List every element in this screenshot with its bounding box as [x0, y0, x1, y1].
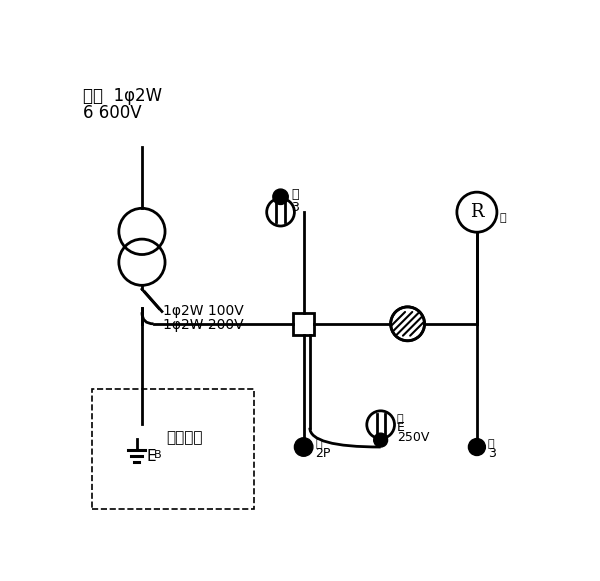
Circle shape: [374, 433, 388, 447]
Text: イ: イ: [499, 213, 506, 223]
Circle shape: [391, 307, 425, 341]
Circle shape: [273, 189, 288, 205]
Text: E: E: [397, 421, 404, 434]
Text: 1φ2W 100V: 1φ2W 100V: [163, 304, 244, 318]
Circle shape: [295, 437, 313, 456]
Text: 1φ2W 200V: 1φ2W 200V: [163, 318, 244, 332]
Bar: [92, 389, 254, 508]
Text: 6 600V: 6 600V: [83, 105, 141, 123]
Text: 3: 3: [292, 200, 299, 214]
Text: イ: イ: [292, 188, 299, 200]
Text: B: B: [154, 450, 162, 460]
Text: ロ: ロ: [397, 414, 403, 424]
Text: E: E: [146, 449, 156, 464]
Text: 施工省略: 施工省略: [166, 430, 203, 445]
Text: イ: イ: [488, 439, 494, 449]
Circle shape: [469, 439, 485, 456]
Text: 2P: 2P: [315, 447, 331, 460]
Text: 電源  1φ2W: 電源 1φ2W: [83, 87, 162, 105]
Text: 3: 3: [488, 447, 496, 460]
Text: R: R: [470, 203, 484, 221]
Text: ロ: ロ: [315, 439, 322, 449]
Text: 250V: 250V: [397, 431, 429, 443]
Bar: [293, 313, 314, 335]
